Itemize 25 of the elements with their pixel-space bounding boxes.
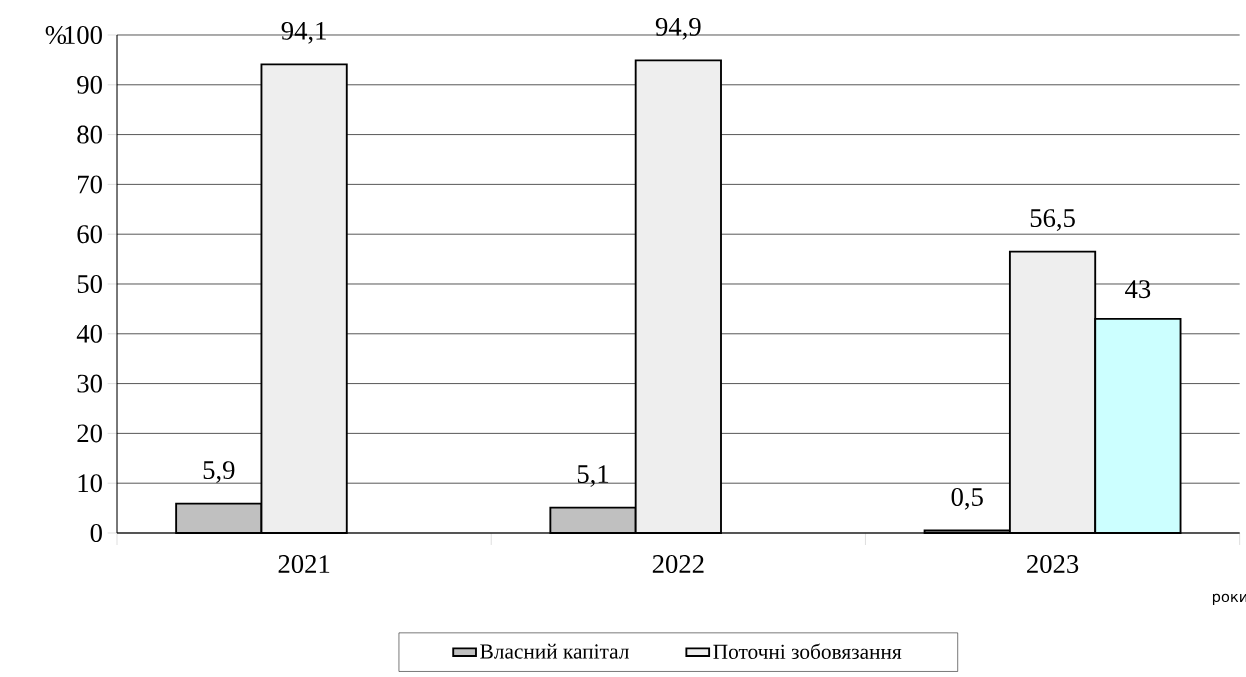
y-tick-label: 80 bbox=[77, 125, 102, 144]
y-tick-label: 70 bbox=[78, 175, 102, 194]
y-tick-label: 10 bbox=[78, 474, 102, 493]
legend-label: Власний капітал bbox=[480, 643, 629, 659]
data-label: 94,9 bbox=[655, 17, 701, 40]
y-axis-title: % bbox=[45, 25, 67, 45]
data-label: 94,1 bbox=[281, 21, 326, 44]
data-label: 56,5 bbox=[1030, 209, 1075, 231]
y-tick-label: 100 bbox=[65, 25, 102, 44]
data-label: 5,1 bbox=[577, 465, 609, 487]
x-tick-label: 2021 bbox=[278, 555, 330, 574]
y-tick-label: 90 bbox=[77, 75, 102, 94]
y-tick-label: 40 bbox=[76, 324, 102, 343]
data-label: 43 bbox=[1125, 280, 1151, 299]
y-tick-label: 50 bbox=[77, 274, 102, 293]
x-tick-label: 2022 bbox=[652, 555, 704, 574]
y-tick-label: 30 bbox=[77, 374, 102, 393]
y-tick-label: 0 bbox=[90, 523, 102, 542]
data-label: 0,5 bbox=[951, 487, 983, 510]
legend-label: Поточні зобовязання bbox=[713, 643, 902, 659]
x-tick-label: 2023 bbox=[1027, 555, 1079, 574]
y-tick-label: 20 bbox=[77, 424, 102, 443]
y-tick-label: 60 bbox=[77, 225, 102, 244]
data-label: 5,9 bbox=[203, 461, 235, 483]
x-axis-title: роки bbox=[1212, 593, 1246, 605]
